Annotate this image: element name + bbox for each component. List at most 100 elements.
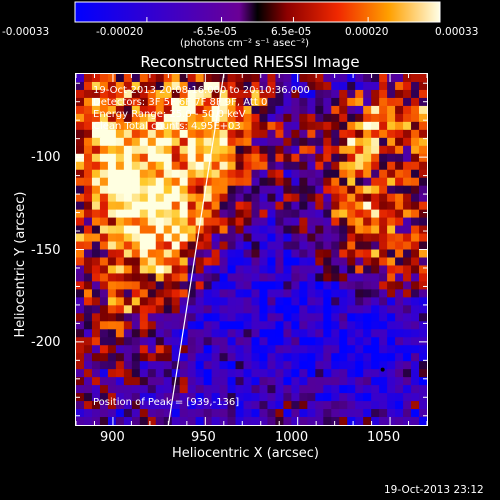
heatmap-cell <box>371 169 380 179</box>
heatmap-cell <box>267 417 277 425</box>
heatmap-cell <box>123 329 133 338</box>
heatmap-cell <box>243 201 253 211</box>
heatmap-cell <box>243 97 253 107</box>
heatmap-cell <box>131 249 141 259</box>
heatmap-cell <box>147 409 157 418</box>
heatmap-cell <box>179 305 189 314</box>
heatmap-cell <box>315 121 324 131</box>
heatmap-cell <box>195 321 205 330</box>
heatmap-cell <box>339 105 348 115</box>
heatmap-cell <box>323 169 332 179</box>
heatmap-cell <box>371 257 380 267</box>
heatmap-cell <box>99 177 109 187</box>
heatmap-cell <box>419 369 427 378</box>
heatmap-cell <box>115 369 125 378</box>
heatmap-cell <box>403 153 412 163</box>
heatmap-cell <box>219 329 229 338</box>
heatmap-cell <box>147 361 157 370</box>
heatmap-cell <box>107 209 117 219</box>
heatmap-cell <box>331 81 340 91</box>
heatmap-cell <box>219 305 229 314</box>
heatmap-cell <box>259 377 269 386</box>
heatmap-cell <box>379 385 388 394</box>
heatmap-cell <box>339 417 348 425</box>
heatmap-cell <box>107 105 117 115</box>
heatmap-cell <box>155 361 165 370</box>
heatmap-cell <box>115 409 125 418</box>
heatmap-cell <box>155 217 165 227</box>
heatmap-cell <box>307 337 316 346</box>
heatmap-cell <box>299 193 308 203</box>
heatmap-cell <box>403 417 412 425</box>
heatmap-cell <box>347 153 356 163</box>
heatmap-cell <box>243 409 253 418</box>
heatmap-cell <box>355 385 364 394</box>
heatmap-cell <box>323 185 332 195</box>
heatmap-cell <box>123 401 133 410</box>
heatmap-cell <box>203 297 213 306</box>
heatmap-cell <box>195 241 205 251</box>
heatmap-cell <box>195 369 205 378</box>
x-tick-label: 1000 <box>275 430 309 445</box>
heatmap-cell <box>243 377 253 386</box>
heatmap-cell <box>331 185 340 195</box>
heatmap-cell <box>291 89 300 99</box>
heatmap-cell <box>355 225 364 235</box>
heatmap-cell <box>419 121 427 131</box>
heatmap-cell <box>179 225 189 235</box>
heatmap-cell <box>187 89 197 99</box>
heatmap-cell <box>131 305 141 314</box>
heatmap-cell <box>83 345 93 354</box>
heatmap-cell <box>339 241 348 251</box>
heatmap-cell <box>283 137 292 147</box>
heatmap-cell <box>131 153 141 163</box>
heatmap-cell <box>99 74 109 83</box>
heatmap-cell <box>76 121 85 131</box>
heatmap-cell <box>275 417 285 425</box>
heatmap-cell <box>195 161 205 171</box>
heatmap-cell <box>347 401 356 410</box>
heatmap-cell <box>91 161 101 171</box>
heatmap-cell <box>259 353 269 362</box>
heatmap-cell <box>107 265 117 275</box>
heatmap-cell <box>387 353 396 362</box>
heatmap-cell <box>195 225 205 235</box>
heatmap-cell <box>83 145 93 155</box>
heatmap-cell <box>411 201 420 211</box>
heatmap-cell <box>76 153 85 163</box>
heatmap-cell <box>195 361 205 370</box>
heatmap-cell <box>307 113 316 123</box>
heatmap-cell <box>291 209 300 219</box>
heatmap-cell <box>91 417 101 425</box>
heatmap-cell <box>395 225 404 235</box>
heatmap-cell <box>371 217 380 227</box>
heatmap-cell <box>339 217 348 227</box>
heatmap-cell <box>76 401 85 410</box>
heatmap-cell <box>251 217 261 227</box>
heatmap-cell <box>419 385 427 394</box>
heatmap-cell <box>123 225 133 235</box>
heatmap-cell <box>395 113 404 123</box>
heatmap-cell <box>259 321 269 330</box>
heatmap-cell <box>411 137 420 147</box>
heatmap-cell <box>387 265 396 275</box>
y-axis-label: Heliocentric Y (arcsec) <box>13 191 28 338</box>
heatmap-cell <box>283 265 292 275</box>
heatmap-cell <box>291 161 300 171</box>
heatmap-cell <box>387 289 396 298</box>
heatmap-cell <box>179 289 189 298</box>
heatmap-cell <box>171 201 181 211</box>
heatmap-cell <box>299 297 308 306</box>
heatmap-cell <box>147 337 157 346</box>
heatmap-cell <box>267 233 277 243</box>
heatmap-cell <box>115 185 125 195</box>
heatmap-cell <box>323 257 332 267</box>
heatmap-cell <box>307 417 316 425</box>
heatmap-cell <box>227 89 237 99</box>
heatmap-cell <box>83 401 93 410</box>
heatmap-cell <box>76 313 85 322</box>
heatmap-cell <box>267 313 277 322</box>
heatmap-cell <box>227 361 237 370</box>
heatmap-cell <box>371 153 380 163</box>
heatmap-cell <box>347 113 356 123</box>
